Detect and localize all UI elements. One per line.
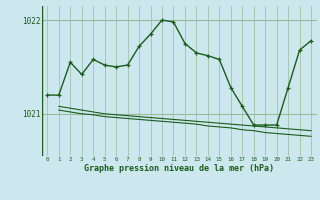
X-axis label: Graphe pression niveau de la mer (hPa): Graphe pression niveau de la mer (hPa) bbox=[84, 164, 274, 173]
